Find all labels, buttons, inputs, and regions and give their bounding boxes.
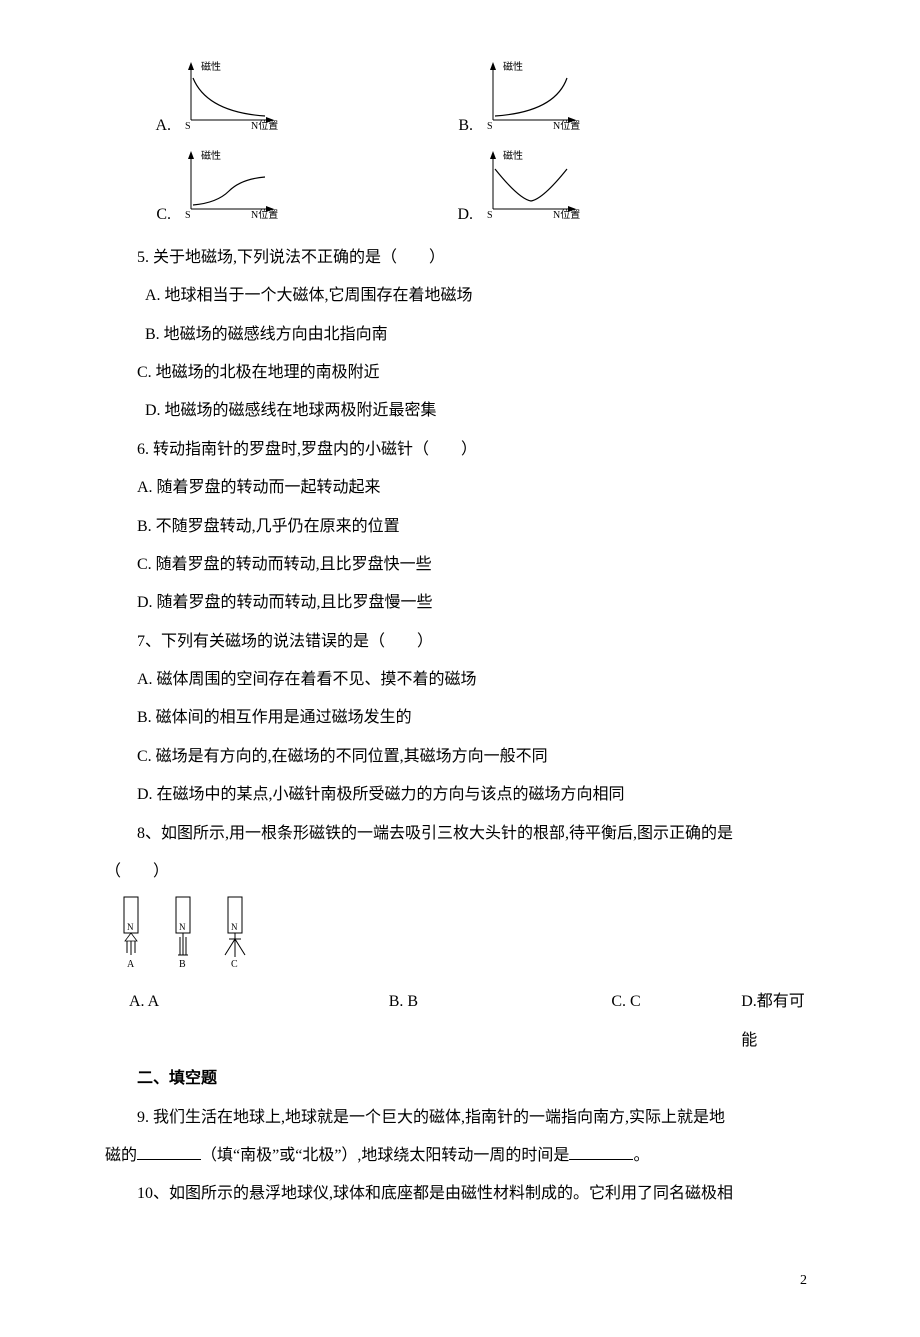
q6-a: A. 随着罗盘的转动而一起转动起来 <box>105 469 815 507</box>
svg-text:N: N <box>179 922 186 932</box>
section-2-heading: 二、填空题 <box>105 1060 815 1098</box>
q9-b-post: 。 <box>633 1147 649 1164</box>
q5-a: A. 地球相当于一个大磁体,它周围存在着地磁场 <box>105 277 815 315</box>
svg-text:磁性: 磁性 <box>201 149 221 162</box>
chart-b: 磁性 S N位置 <box>479 60 589 145</box>
chart-a-ylabel: 磁性 <box>201 60 221 73</box>
q8-options: A. A B. B C. C D.都有可能 <box>105 983 815 1060</box>
q6-stem: 6. 转动指南针的罗盘时,罗盘内的小磁针（ ） <box>105 431 815 469</box>
q9-b-mid: （填“南极”或“北极”）,地球绕太阳转动一周的时间是 <box>201 1147 569 1164</box>
svg-text:N: N <box>231 922 238 932</box>
svg-text:S: S <box>487 210 493 219</box>
svg-text:N: N <box>127 922 134 932</box>
q5-b: B. 地磁场的磁感线方向由北指向南 <box>105 316 815 354</box>
q5-c: C. 地磁场的北极在地理的南极附近 <box>105 354 815 392</box>
opt-b-label: B. <box>407 107 479 145</box>
opt-d-label: D. <box>407 196 479 234</box>
svg-text:C: C <box>231 959 238 969</box>
chart-a: 磁性 S N位置 <box>177 60 287 145</box>
q8-figure-b: N B <box>157 895 209 979</box>
q10-line-a: 10、如图所示的悬浮地球仪,球体和底座都是由磁性材料制成的。它利用了同名磁极相 <box>105 1175 815 1213</box>
svg-text:S: S <box>185 121 191 130</box>
q7-b: B. 磁体间的相互作用是通过磁场发生的 <box>105 699 815 737</box>
blank-2 <box>569 1143 633 1160</box>
page-root: A. 磁性 S N位置 B. 磁性 S <box>0 0 920 1337</box>
chart-d: 磁性 S N位置 <box>479 149 589 234</box>
q7-c: C. 磁场是有方向的,在磁场的不同位置,其磁场方向一般不同 <box>105 738 815 776</box>
q5-d: D. 地磁场的磁感线在地球两极附近最密集 <box>105 392 815 430</box>
q7-d: D. 在磁场中的某点,小磁针南极所受磁力的方向与该点的磁场方向相同 <box>105 776 815 814</box>
blank-1 <box>137 1143 201 1160</box>
q8-opt-c: C. C <box>611 983 741 1060</box>
q6-c: C. 随着罗盘的转动而转动,且比罗盘快一些 <box>105 546 815 584</box>
svg-text:磁性: 磁性 <box>503 149 523 162</box>
svg-text:B: B <box>179 959 186 969</box>
q8-figure-c: N C <box>209 895 261 979</box>
q8-figure-a: N A <box>105 895 157 979</box>
q8-opt-a: A. A <box>129 983 389 1060</box>
svg-text:N位置: N位置 <box>553 119 580 130</box>
svg-text:N位置: N位置 <box>251 208 278 219</box>
svg-text:S: S <box>487 121 493 130</box>
q9-b-pre: 磁的 <box>105 1147 137 1164</box>
chart-row-1: A. 磁性 S N位置 B. 磁性 S <box>105 60 815 145</box>
q8-opt-d: D.都有可能 <box>741 983 815 1060</box>
svg-text:N位置: N位置 <box>251 119 278 130</box>
q7-stem: 7、下列有关磁场的说法错误的是（ ） <box>105 623 815 661</box>
q5-stem: 5. 关于地磁场,下列说法不正确的是（ ） <box>105 239 815 277</box>
q8-opt-b: B. B <box>389 983 612 1060</box>
q9-line-b: 磁的 （填“南极”或“北极”）,地球绕太阳转动一周的时间是 。 <box>105 1137 815 1175</box>
chart-c: 磁性 S N位置 <box>177 149 287 234</box>
q8-figures: N A N B N <box>105 895 815 979</box>
opt-c-label: C. <box>105 196 177 234</box>
svg-text:N位置: N位置 <box>553 208 580 219</box>
chart-row-2: C. 磁性 S N位置 D. 磁性 S <box>105 149 815 234</box>
opt-a-label: A. <box>105 107 177 145</box>
svg-text:磁性: 磁性 <box>503 60 523 73</box>
q7-a: A. 磁体周围的空间存在着看不见、摸不着的磁场 <box>105 661 815 699</box>
q9-line-a: 9. 我们生活在地球上,地球就是一个巨大的磁体,指南针的一端指向南方,实际上就是… <box>105 1099 815 1137</box>
q6-b: B. 不随罗盘转动,几乎仍在原来的位置 <box>105 508 815 546</box>
svg-text:S: S <box>185 210 191 219</box>
q8-stem-a: 8、如图所示,用一根条形磁铁的一端去吸引三枚大头针的根部,待平衡后,图示正确的是 <box>105 815 815 853</box>
svg-text:A: A <box>127 959 135 969</box>
page-number: 2 <box>105 1264 815 1298</box>
q8-stem-b: （ ） <box>105 853 815 891</box>
q6-d: D. 随着罗盘的转动而转动,且比罗盘慢一些 <box>105 584 815 622</box>
